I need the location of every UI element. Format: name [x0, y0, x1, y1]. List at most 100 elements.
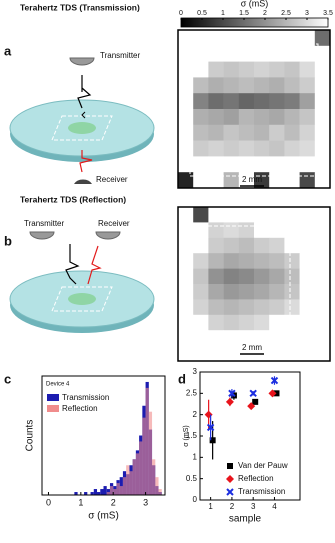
heat-cell [208, 140, 224, 157]
frame [177, 29, 331, 189]
heat-cell [238, 299, 255, 316]
heat-cell [238, 253, 255, 269]
heat-cell [238, 222, 255, 239]
heat-cell [193, 237, 209, 254]
x-tick-label: 2 [111, 497, 116, 507]
scale-bar-label: 2 mm [242, 175, 262, 184]
heat-cell [299, 61, 316, 78]
point [228, 389, 236, 398]
y-tick-label: 0.5 [186, 474, 198, 483]
diagram-label: Receiver [96, 175, 128, 184]
heat-cell [314, 61, 331, 78]
heat-cell [223, 207, 240, 223]
heat-cell [178, 61, 194, 78]
hist-bar [132, 459, 136, 495]
heat-cell [223, 156, 240, 173]
heat-cell [314, 77, 331, 94]
heat-cell [178, 330, 194, 346]
heat-cell [178, 268, 194, 285]
heat-cell [208, 207, 224, 223]
heat-cell [208, 61, 224, 78]
heat-cell [193, 222, 209, 239]
heat-cell [269, 93, 285, 110]
x-tick-label: 1 [78, 497, 83, 507]
heat-cell [314, 45, 331, 62]
heat-cell [284, 77, 300, 94]
heat-cell [284, 156, 300, 173]
y-axis-label: σ (mS) [183, 425, 190, 446]
heat-cell [254, 222, 270, 239]
heat-cell [314, 207, 331, 223]
x-axis-label: σ (mS) [88, 511, 119, 522]
heat-cell [254, 253, 270, 269]
heat-cell [208, 222, 224, 239]
x-tick-label: 0 [46, 497, 51, 507]
heat-cell [178, 284, 194, 300]
heat-cell [223, 93, 240, 110]
point [252, 398, 259, 405]
heat-cell [269, 314, 285, 331]
heat-cell [284, 222, 300, 239]
heat-cell [269, 207, 285, 223]
heat-cell [178, 156, 194, 173]
heat-cell [208, 330, 224, 346]
heat-cell [208, 314, 224, 331]
panel-label: b [4, 233, 12, 248]
heat-cell [314, 156, 331, 173]
heat-cell [284, 109, 300, 126]
heat-cell [238, 237, 255, 254]
heat-cell [223, 61, 240, 78]
heat-cell [269, 299, 285, 316]
heat-cell [284, 237, 300, 254]
heat-cell [314, 345, 331, 362]
heat-cell [178, 45, 194, 62]
panel-label: d [178, 371, 186, 386]
hist-bar [139, 441, 143, 495]
heat-cell [284, 330, 300, 346]
heat-cell [299, 237, 316, 254]
heat-cell [193, 284, 209, 300]
heat-cell [269, 172, 285, 189]
heat-cell [269, 77, 285, 94]
heat-cell [208, 237, 224, 254]
heat-cell [269, 284, 285, 300]
heat-cell [238, 330, 255, 346]
heat-cell [299, 207, 316, 223]
point [268, 389, 277, 398]
point [204, 410, 213, 419]
heat-cell [223, 284, 240, 300]
heat-cell [254, 77, 270, 94]
heat-cell [178, 207, 194, 223]
heat-cell [223, 330, 240, 346]
hist-bar [155, 477, 159, 495]
hist-bar [145, 387, 149, 495]
heat-cell [238, 93, 255, 110]
heat-cell [238, 77, 255, 94]
heat-cell [223, 345, 240, 362]
heat-cell [299, 109, 316, 126]
heat-cell [254, 156, 270, 173]
hist-bar [100, 489, 104, 495]
heat-cell [193, 45, 209, 62]
point [270, 376, 279, 385]
heat-cell [193, 314, 209, 331]
heat-cell [299, 284, 316, 300]
heat-cell [314, 330, 331, 346]
heat-cell [193, 140, 209, 157]
y-axis-label: Counts [25, 420, 36, 452]
heat-cell [299, 140, 316, 157]
heat-cell [238, 140, 255, 157]
heat-cell [178, 77, 194, 94]
heat-cell [223, 172, 240, 189]
colorbar-label: σ (mS) [241, 0, 269, 8]
colorbar-tick-label: 0.5 [197, 10, 207, 17]
colorbar-tick-label: 1 [221, 10, 225, 17]
heat-cell [208, 30, 224, 47]
point [209, 437, 216, 444]
heat-cell [193, 299, 209, 316]
legend-marker [226, 488, 234, 496]
heat-cell [223, 299, 240, 316]
x-axis-label: sample [229, 514, 262, 525]
